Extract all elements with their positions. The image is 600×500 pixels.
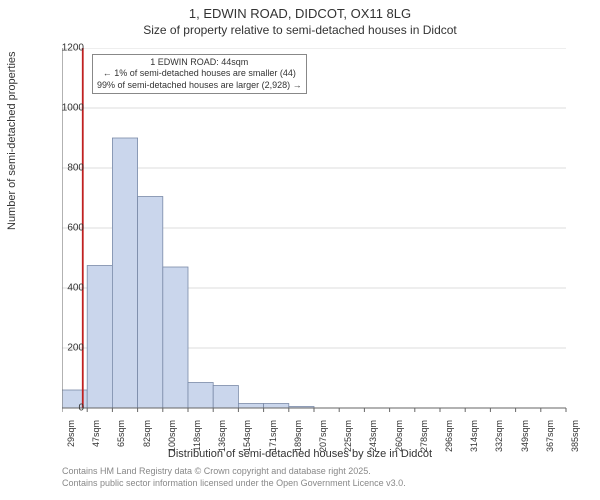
chart-container: 1, EDWIN ROAD, DIDCOT, OX11 8LG Size of … (0, 0, 600, 500)
x-axis-label: Distribution of semi-detached houses by … (0, 448, 600, 460)
y-axis-label: Number of semi-detached properties (6, 51, 18, 230)
footer: Contains HM Land Registry data © Crown c… (62, 466, 406, 489)
title-block: 1, EDWIN ROAD, DIDCOT, OX11 8LG Size of … (0, 0, 600, 37)
histogram-plot (62, 48, 572, 418)
y-tick-label: 800 (44, 163, 84, 174)
chart-area: 1 EDWIN ROAD: 44sqm ← 1% of semi-detache… (62, 48, 572, 418)
annotation-line3: 99% of semi-detached houses are larger (… (97, 80, 302, 91)
annotation-line1: 1 EDWIN ROAD: 44sqm (97, 57, 302, 68)
footer-line1: Contains HM Land Registry data © Crown c… (62, 466, 406, 478)
annotation-line2: ← 1% of semi-detached houses are smaller… (97, 68, 302, 79)
y-tick-label: 1000 (44, 103, 84, 114)
main-title: 1, EDWIN ROAD, DIDCOT, OX11 8LG (0, 6, 600, 21)
y-tick-label: 400 (44, 283, 84, 294)
annotation-box: 1 EDWIN ROAD: 44sqm ← 1% of semi-detache… (92, 54, 307, 94)
y-tick-label: 200 (44, 343, 84, 354)
subtitle: Size of property relative to semi-detach… (0, 23, 600, 37)
y-tick-label: 1200 (44, 43, 84, 54)
y-tick-label: 600 (44, 223, 84, 234)
footer-line2: Contains public sector information licen… (62, 478, 406, 490)
y-tick-label: 0 (44, 403, 84, 414)
